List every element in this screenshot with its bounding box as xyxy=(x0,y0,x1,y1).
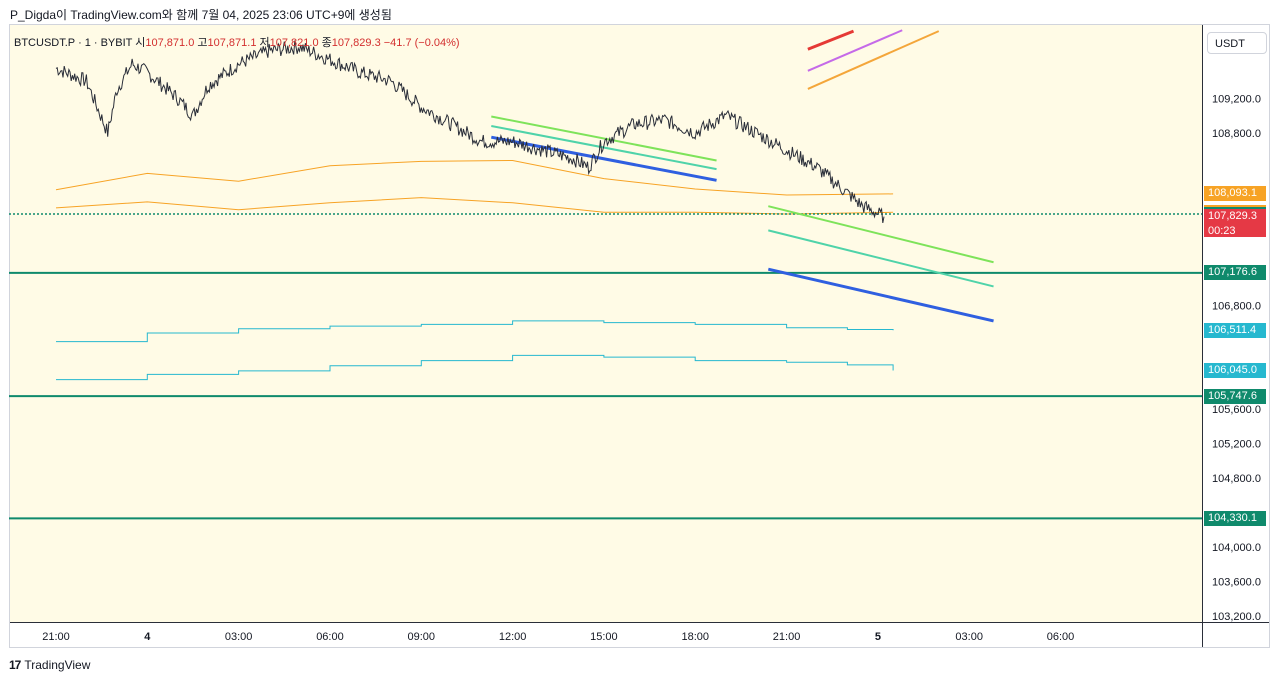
price-badge-value: 106,511.4 xyxy=(1208,323,1257,336)
x-tick-label: 06:00 xyxy=(316,631,344,643)
close-label: 종 xyxy=(321,37,332,49)
trend-line-blue xyxy=(491,135,717,182)
y-tick-label: 104,000.0 xyxy=(1212,542,1261,554)
price-badge-countdown: 00:23 xyxy=(1208,225,1236,238)
y-tick-label: 108,800.0 xyxy=(1212,128,1261,140)
price-badge-value: 108,093.1 xyxy=(1208,187,1257,200)
x-tick-label: 09:00 xyxy=(408,631,436,643)
trend-line-green xyxy=(768,205,994,264)
chart-caption: P_Digda이 TradingView.com와 함께 7월 04, 2025… xyxy=(10,8,392,22)
orange-band-upper xyxy=(55,159,894,196)
currency-button[interactable]: USDT xyxy=(1207,32,1267,54)
change-value: −41.7 (−0.04%) xyxy=(383,37,460,49)
orange-band-lower xyxy=(55,197,894,215)
x-tick-label: 21:00 xyxy=(773,631,801,643)
x-tick-label: 03:00 xyxy=(225,631,253,643)
symbol-name[interactable]: BTCUSDT.P xyxy=(14,37,76,49)
price-badge-value: 106,045.0 xyxy=(1208,364,1257,377)
price-badge: 105,747.6 xyxy=(1204,388,1266,404)
cyan-band-upper xyxy=(56,320,894,343)
high-value: 107,871.1 xyxy=(207,37,257,49)
tradingview-logo[interactable]: 17 TradingView xyxy=(9,658,90,672)
price-badge: 107,176.6 xyxy=(1204,265,1266,281)
x-tick-label: 12:00 xyxy=(499,631,527,643)
trend-line-teal xyxy=(768,229,994,288)
interval-label[interactable]: 1 xyxy=(84,37,91,49)
trend-line-green xyxy=(491,115,717,162)
low-label: 저 xyxy=(259,37,270,49)
x-tick-label: 5 xyxy=(875,631,881,643)
exchange-label: BYBIT xyxy=(100,37,133,49)
open-value: 107,871.0 xyxy=(145,37,195,49)
price-badge-value: 104,330.1 xyxy=(1208,511,1257,524)
tradingview-logo-text: TradingView xyxy=(24,658,91,672)
open-label: 시 xyxy=(135,37,146,49)
x-tick-label: 06:00 xyxy=(1047,631,1075,643)
x-tick-label: 03:00 xyxy=(955,631,983,643)
trend-line-orange xyxy=(807,30,940,90)
y-tick-label: 103,600.0 xyxy=(1212,576,1261,588)
price-badge: 104,330.1 xyxy=(1204,510,1266,526)
y-tick-label: 104,800.0 xyxy=(1212,473,1261,485)
price-line xyxy=(55,40,885,223)
high-label: 고 xyxy=(197,37,208,49)
price-badge-value: 107,176.6 xyxy=(1208,266,1257,279)
x-tick-label: 15:00 xyxy=(590,631,618,643)
x-tick-label: 18:00 xyxy=(681,631,709,643)
trend-line-purple xyxy=(807,29,903,72)
price-badge-value: 107,829.3 xyxy=(1208,210,1257,223)
price-badge-value: 105,747.6 xyxy=(1208,389,1257,402)
tradingview-mark-icon: 17 xyxy=(9,658,21,672)
low-value: 107,821.0 xyxy=(269,37,319,49)
trend-line-red xyxy=(807,29,855,51)
cyan-band-lower xyxy=(56,354,894,381)
close-value: 107,829.3 xyxy=(331,37,381,49)
x-tick-label: 4 xyxy=(144,631,151,643)
y-tick-label: 106,800.0 xyxy=(1212,300,1261,312)
trend-line-blue xyxy=(767,267,994,323)
symbol-info-bar: BTCUSDT.P · 1 · BYBIT 시107,871.0 고107,871.1 … xyxy=(14,37,460,49)
y-tick-label: 105,200.0 xyxy=(1212,438,1261,450)
chart-frame xyxy=(9,24,1270,648)
y-tick-label: 109,200.0 xyxy=(1212,93,1261,105)
price-badge: 106,511.4 xyxy=(1204,322,1266,338)
price-badge: 106,045.0 xyxy=(1204,363,1266,379)
y-tick-label: 103,200.0 xyxy=(1212,611,1261,623)
time-scale-area xyxy=(9,622,1270,648)
trend-line-teal xyxy=(491,125,717,171)
y-tick-label: 105,600.0 xyxy=(1212,404,1261,416)
x-tick-label: 21:00 xyxy=(42,631,70,643)
price-badge: 107,829.3 00:23 xyxy=(1204,209,1266,238)
plot-layer xyxy=(9,29,1202,520)
price-badge: 108,093.1 xyxy=(1204,186,1266,202)
